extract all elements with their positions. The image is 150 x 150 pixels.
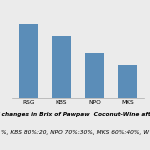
Bar [118,65,137,98]
Bar [85,52,104,98]
Text: %, KBS 80%:20, NPO 70%:30%, MKS 60%:40%, W: %, KBS 80%:20, NPO 70%:30%, MKS 60%:40%,… [1,130,149,135]
Bar [19,24,38,98]
Bar [52,36,70,98]
Text: of changes in Brix of Pawpaw  Coconut-Wine after: of changes in Brix of Pawpaw Coconut-Win… [0,112,150,117]
